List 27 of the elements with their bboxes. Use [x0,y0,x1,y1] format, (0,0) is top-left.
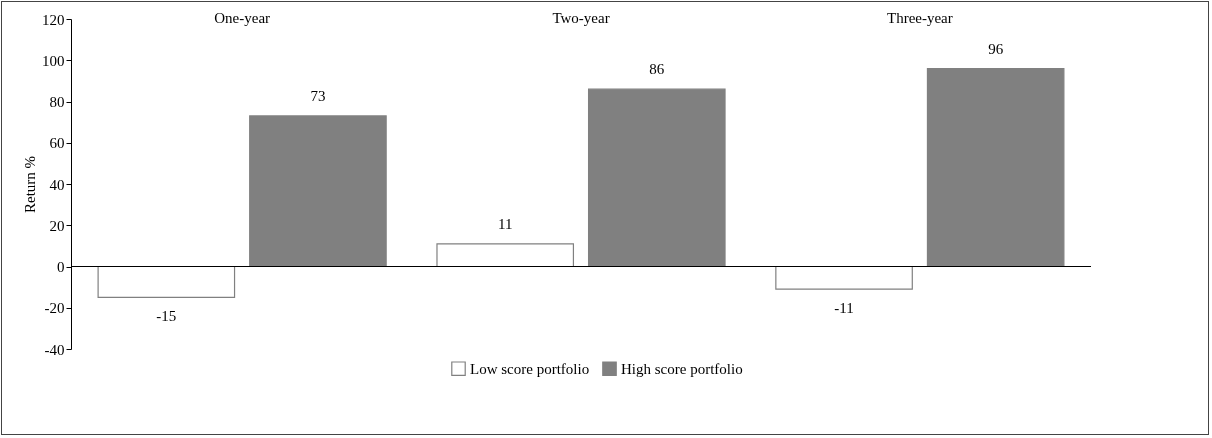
y-tick-label: 60 [49,135,65,152]
data-label: 11 [497,215,513,232]
y-tick-label: 0 [57,259,65,275]
x-tick-label: Three-year [886,9,953,26]
data-label: -11 [834,300,854,317]
bar [249,115,387,268]
data-label: 73 [310,87,326,104]
data-label: 96 [988,40,1004,57]
bar [97,265,236,299]
y-axis-title: Return % [22,155,38,214]
y-tick-label: 120 [42,11,65,28]
bar [587,88,726,268]
bar [436,243,575,268]
legend-label: High score portfolio [621,360,743,377]
y-tick-label: 20 [49,217,65,234]
y-tick-label: -40 [44,341,65,358]
y-tick-label: 100 [42,52,65,69]
y-tick-label: 80 [49,94,65,110]
bar [775,265,913,290]
data-label: 86 [649,61,665,78]
y-tick-label: -20 [44,300,65,317]
data-label: -15 [156,308,177,325]
x-tick-label: One-year [214,9,271,26]
bar [926,67,1065,268]
legend-label: Low score portfolio [470,360,590,377]
y-tick-label: 40 [49,176,65,193]
x-tick-label: Two-year [552,9,610,26]
